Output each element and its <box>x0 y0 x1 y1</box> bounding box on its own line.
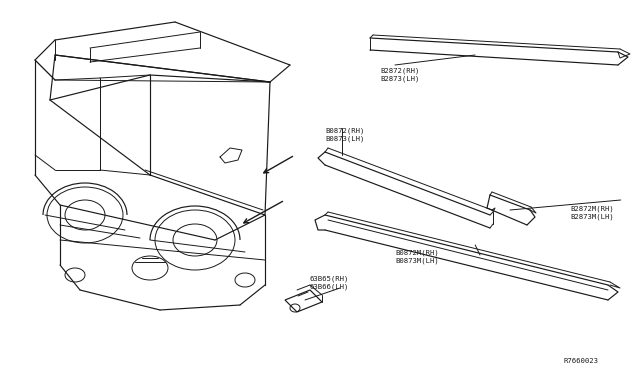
Text: B0872(RH)
B0873(LH): B0872(RH) B0873(LH) <box>325 128 364 142</box>
Text: 63B65(RH)
63B66(LH): 63B65(RH) 63B66(LH) <box>310 275 349 289</box>
Text: B0872M(RH)
B0873M(LH): B0872M(RH) B0873M(LH) <box>395 250 439 264</box>
Text: B2872(RH)
B2873(LH): B2872(RH) B2873(LH) <box>380 68 419 83</box>
Text: R7660023: R7660023 <box>563 358 598 364</box>
Text: B2872M(RH)
B2873M(LH): B2872M(RH) B2873M(LH) <box>570 205 614 219</box>
